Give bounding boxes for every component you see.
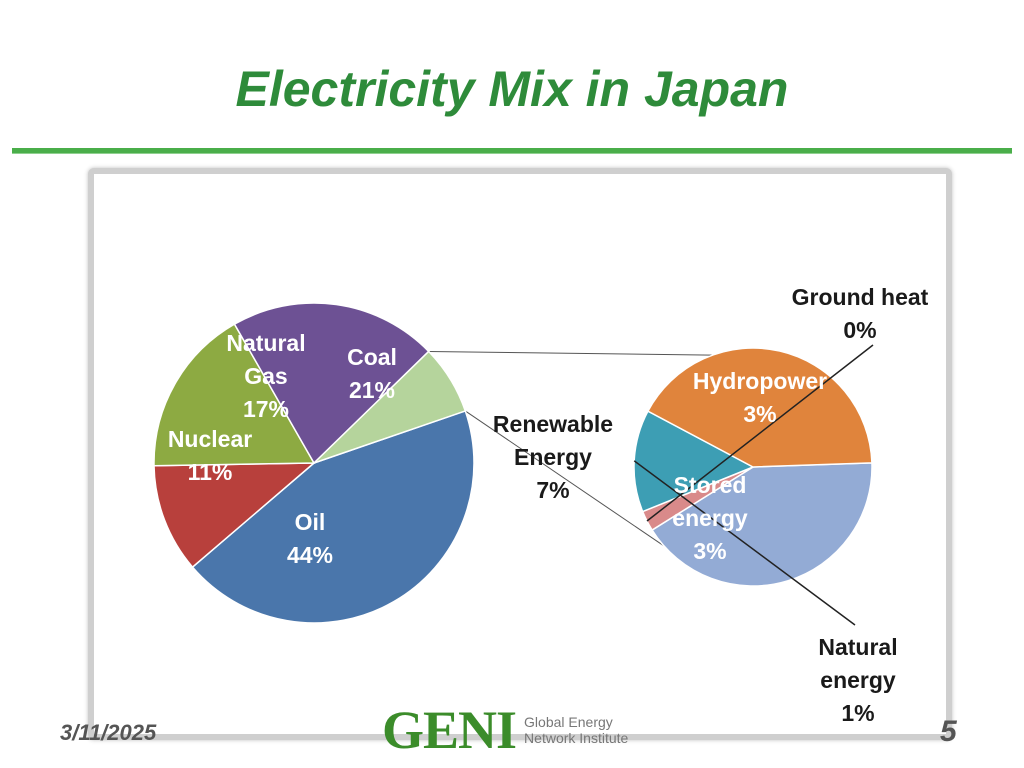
secondary-slice-stored-energy xyxy=(646,347,873,468)
main-slice-renewable-energy xyxy=(313,350,467,464)
label-renewable-energy: Renewable Energy 7% xyxy=(493,411,613,503)
main-slice-nuclear xyxy=(153,462,317,569)
main-slice-oil xyxy=(191,409,475,624)
label-hydropower: Hydropower 3% xyxy=(693,368,827,427)
label-ground-heat: Ground heat 0% xyxy=(792,284,929,343)
leader-natural-energy xyxy=(633,460,856,626)
logo-line-2: Network Institute xyxy=(524,730,629,746)
secondary-slice-hydropower xyxy=(651,462,873,587)
logo-text: Global Energy Network Institute xyxy=(524,714,628,746)
slide-date: 3/11/2025 xyxy=(60,720,157,745)
geni-logo: GENI Global Energy Network Institute xyxy=(382,702,650,758)
secondary-pie xyxy=(633,347,873,587)
leader-ground-heat xyxy=(646,344,874,522)
label-stored-energy: Stored energy 3% xyxy=(672,472,748,564)
secondary-slice-natural-energy xyxy=(633,410,755,513)
title-divider xyxy=(12,148,1012,154)
logo-mark: GENI xyxy=(382,700,517,760)
label-oil: Oil 44% xyxy=(287,509,333,568)
slice-labels: Oil 44% Nuclear 11%Natural Gas 17% Coal 21% Rene… xyxy=(168,284,929,726)
slide-title: Electricity Mix in Japan xyxy=(235,61,789,117)
label-natural-energy: Natural energy 1% xyxy=(818,634,897,726)
page-number: 5 xyxy=(940,715,957,748)
label-natural-gas: Natural Gas 17% xyxy=(226,330,305,422)
logo-line-1: Global Energy xyxy=(524,713,613,730)
main-slice-natural-gas xyxy=(153,323,316,467)
main-pie xyxy=(153,302,475,624)
main-slice-coal xyxy=(233,302,430,465)
leader-lines xyxy=(633,344,874,626)
label-nuclear: Nuclear 11% xyxy=(168,426,252,485)
connector-top xyxy=(428,350,713,356)
label-coal: Coal 21% xyxy=(347,344,397,403)
